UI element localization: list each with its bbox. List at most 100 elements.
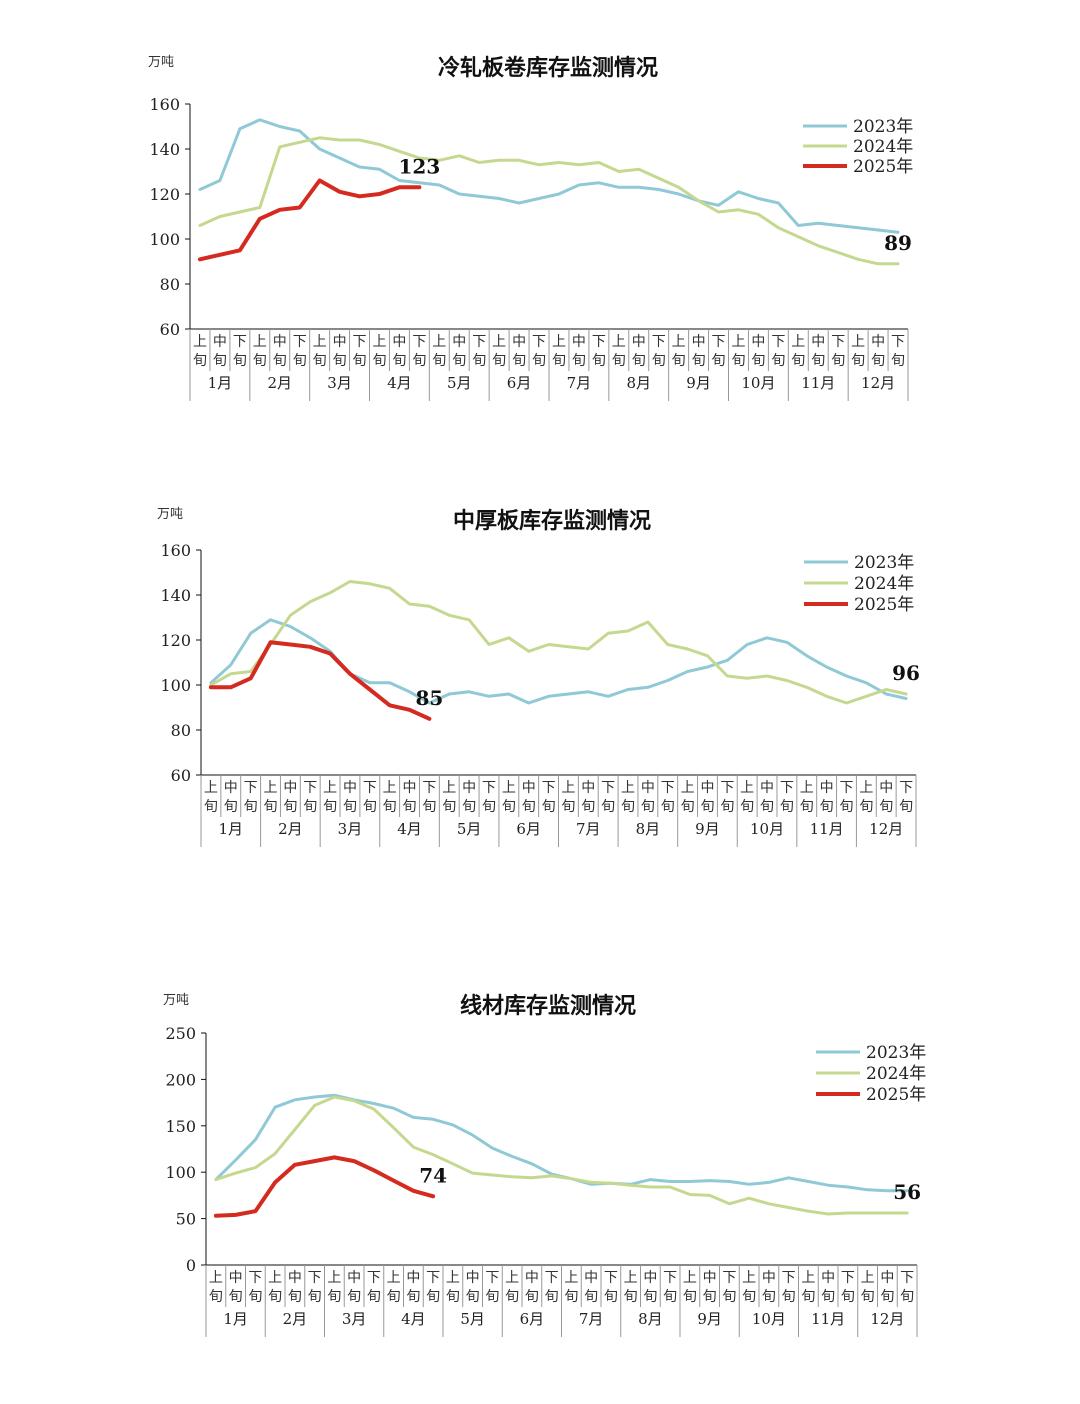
dekad-label-top: 中 [879, 780, 893, 796]
dekad-label-top: 中 [643, 1270, 657, 1286]
dekad-label-bottom: 旬 [244, 799, 258, 815]
y-tick-label: 140 [149, 140, 180, 159]
dekad-label-top: 下 [353, 334, 367, 350]
dekad-label-bottom: 旬 [522, 799, 536, 815]
dekad-label-top: 中 [466, 1270, 480, 1286]
dekad-label-bottom: 旬 [839, 799, 853, 815]
dekad-label-bottom: 旬 [861, 1289, 875, 1305]
dekad-label-top: 下 [900, 1270, 914, 1286]
legend-label: 2024年 [853, 137, 913, 157]
series-line-2025年 [208, 640, 432, 721]
dekad-label-bottom: 旬 [466, 1289, 480, 1305]
dekad-label-bottom: 旬 [722, 1289, 736, 1305]
dekad-label-top: 下 [771, 334, 785, 350]
y-tick-label: 160 [149, 95, 180, 114]
dekad-label-bottom: 旬 [879, 799, 893, 815]
month-label: 1月 [223, 1310, 248, 1328]
dekad-label-top: 下 [831, 334, 845, 350]
dekad-label-top: 中 [572, 334, 586, 350]
series-line-2024年 [209, 580, 908, 705]
dekad-label-top: 下 [367, 1270, 381, 1286]
dekad-label-top: 下 [899, 780, 913, 796]
dekad-label-bottom: 旬 [545, 1289, 559, 1305]
dekad-label-top: 中 [880, 1270, 894, 1286]
dekad-label-bottom: 旬 [652, 353, 666, 369]
dekad-label-top: 下 [712, 334, 726, 350]
y-tick-label: 60 [171, 766, 191, 785]
dekad-label-top: 中 [641, 780, 655, 796]
dekad-label-bottom: 旬 [363, 799, 377, 815]
dekad-label-bottom: 旬 [581, 799, 595, 815]
dekad-label-top: 中 [525, 1270, 539, 1286]
dekad-label-bottom: 旬 [821, 1289, 835, 1305]
dekad-label-top: 上 [681, 780, 695, 796]
y-tick-label: 100 [160, 676, 191, 695]
dekad-label-bottom: 旬 [663, 1289, 677, 1305]
dekad-label-bottom: 旬 [604, 1289, 618, 1305]
dekad-label-top: 下 [592, 334, 606, 350]
dekad-label-bottom: 旬 [592, 353, 606, 369]
dekad-label-bottom: 旬 [485, 1289, 499, 1305]
dekad-label-top: 下 [661, 780, 675, 796]
end-value-label: 123 [398, 154, 440, 178]
month-label: 8月 [626, 374, 651, 392]
dekad-label-bottom: 旬 [308, 1289, 322, 1305]
dekad-label-top: 下 [652, 334, 666, 350]
month-label: 4月 [401, 1310, 426, 1328]
dekad-label-top: 上 [851, 334, 865, 350]
dekad-label-top: 中 [288, 1270, 302, 1286]
month-label: 7月 [576, 820, 601, 838]
dekad-label-bottom: 旬 [703, 1289, 717, 1305]
dekad-label-bottom: 旬 [643, 1289, 657, 1305]
dekad-label-bottom: 旬 [780, 799, 794, 815]
dekad-label-bottom: 旬 [632, 353, 646, 369]
end-value-label: 56 [893, 1180, 921, 1204]
dekad-label-top: 中 [581, 780, 595, 796]
dekad-label-top: 上 [791, 334, 805, 350]
dekad-label-bottom: 旬 [552, 353, 566, 369]
month-label: 2月 [278, 820, 303, 838]
dekad-label-bottom: 旬 [432, 353, 446, 369]
dekad-label-top: 中 [871, 334, 885, 350]
dekad-label-top: 下 [841, 1270, 855, 1286]
series-line-2025年 [213, 1155, 436, 1218]
dekad-label-bottom: 旬 [229, 1289, 243, 1305]
dekad-label-bottom: 旬 [353, 353, 367, 369]
dekad-label-top: 上 [552, 334, 566, 350]
dekad-label-bottom: 旬 [253, 353, 267, 369]
month-label: 3月 [338, 820, 363, 838]
dekad-label-bottom: 旬 [204, 799, 218, 815]
dekad-label-bottom: 旬 [209, 1289, 223, 1305]
month-label: 6月 [520, 1310, 545, 1328]
dekad-label-bottom: 旬 [542, 799, 556, 815]
dekad-label-bottom: 旬 [446, 1289, 460, 1305]
dekad-label-top: 上 [683, 1270, 697, 1286]
dekad-label-top: 上 [313, 334, 327, 350]
dekad-label-bottom: 旬 [288, 1289, 302, 1305]
chart-wire-rod: 万吨 线材库存监测情况 250 200 150 100 50 0 上旬中旬下旬上旬中旬下旬上旬中… [0, 940, 1080, 1380]
month-label: 11月 [801, 374, 835, 392]
dekad-label-top: 中 [512, 334, 526, 350]
y-tick-label: 100 [149, 230, 180, 249]
chart-title: 线材库存监测情况 [460, 993, 636, 1019]
chart-wire-rod-svg: 万吨 线材库存监测情况250200150100500上旬中旬下旬上旬中旬下旬上旬中… [163, 993, 926, 1337]
dekad-label-top: 下 [542, 780, 556, 796]
dekad-label-top: 上 [268, 1270, 282, 1286]
dekad-label-bottom: 旬 [624, 1289, 638, 1305]
series-line-2025年 [198, 178, 422, 262]
dekad-label-top: 上 [446, 1270, 460, 1286]
y-tick-label: 80 [160, 275, 180, 294]
dekad-label-bottom: 旬 [313, 353, 327, 369]
dekad-label-top: 上 [327, 1270, 341, 1286]
series-line-2023年 [198, 118, 900, 234]
dekad-label-bottom: 旬 [880, 1289, 894, 1305]
y-tick-label: 160 [160, 541, 191, 560]
dekad-label-top: 下 [303, 780, 317, 796]
dekad-label-top: 中 [700, 780, 714, 796]
dekad-label-top: 中 [283, 780, 297, 796]
dekad-label-bottom: 旬 [403, 799, 417, 815]
dekad-label-top: 上 [859, 780, 873, 796]
y-tick-label: 140 [160, 586, 191, 605]
dekad-label-bottom: 旬 [561, 799, 575, 815]
month-label: 7月 [579, 1310, 604, 1328]
